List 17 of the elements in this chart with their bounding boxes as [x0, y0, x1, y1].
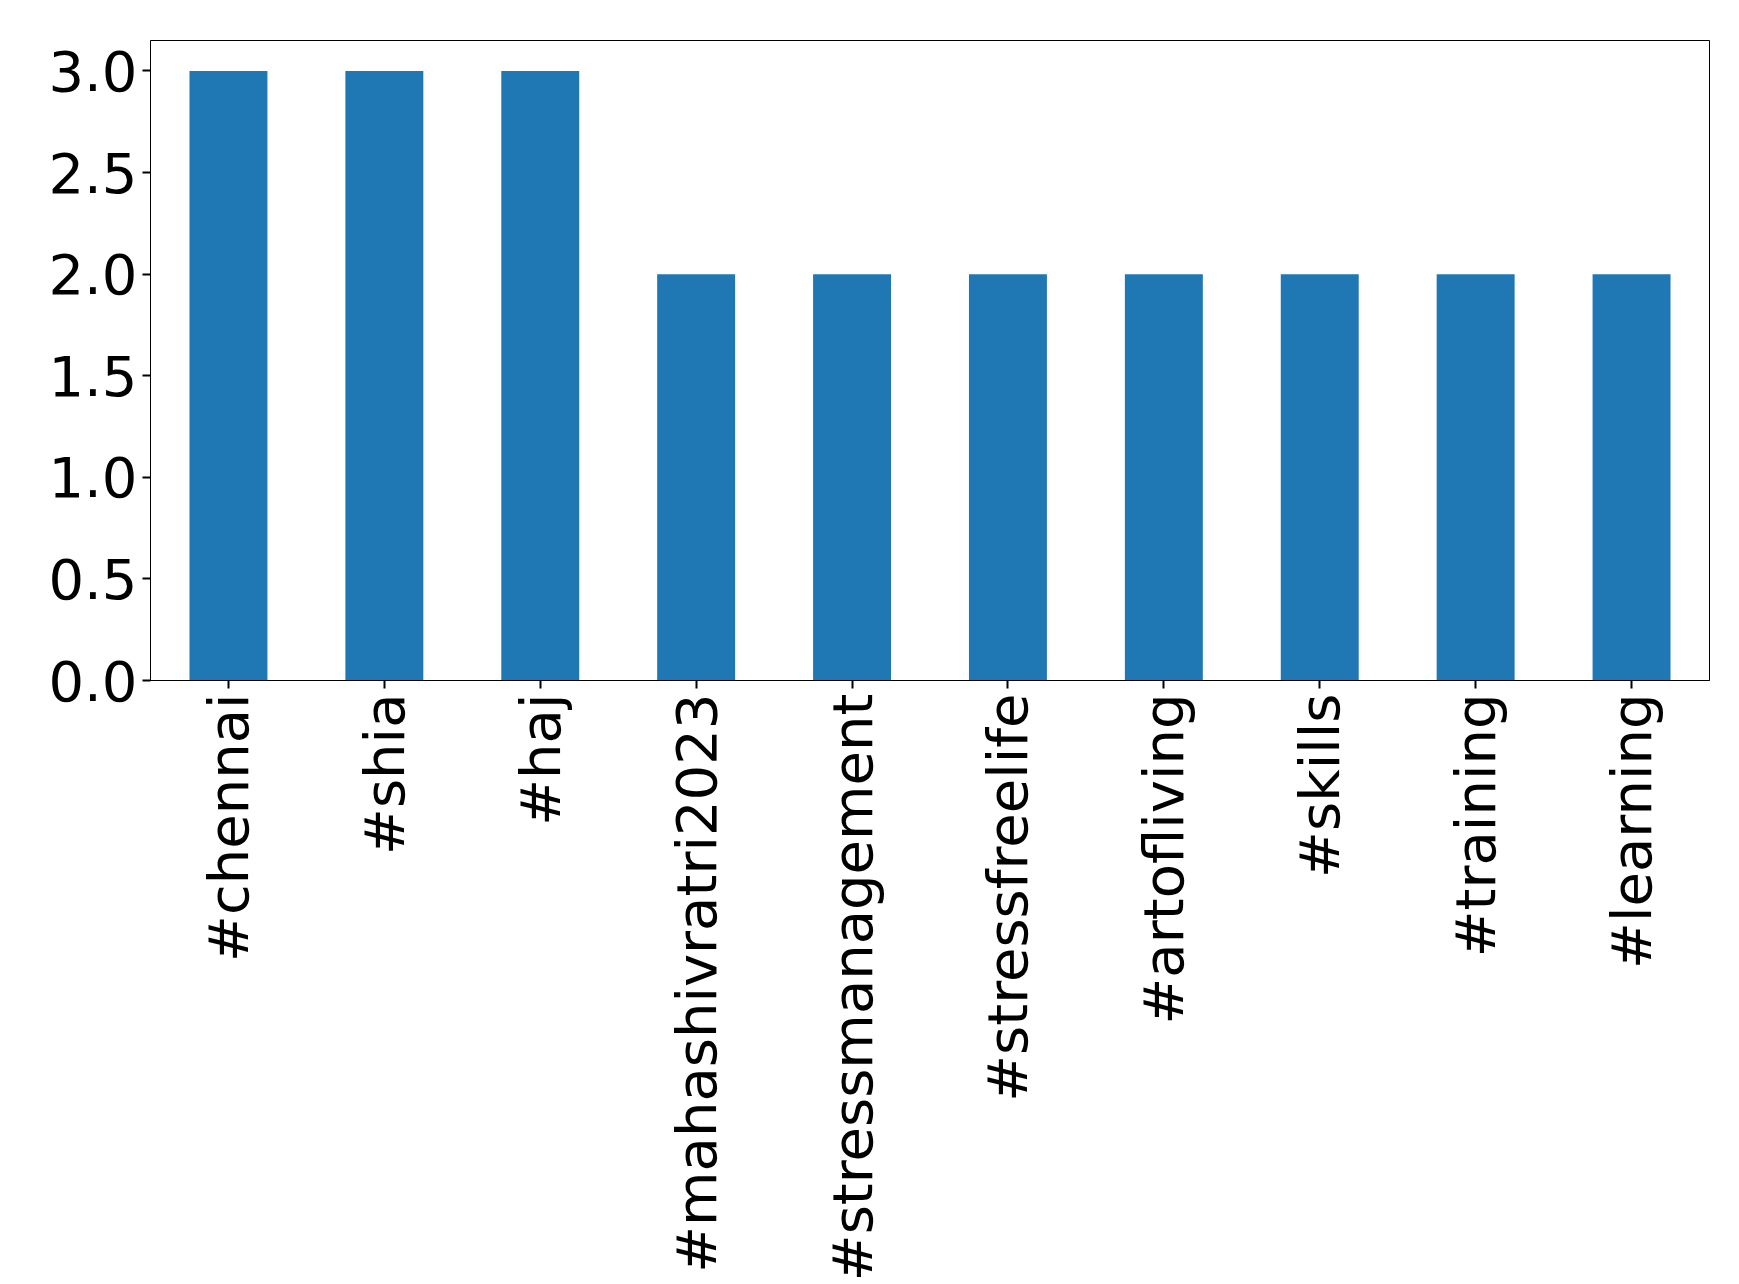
x-tick-label: #stressfreelife: [975, 693, 1041, 1102]
x-tick-label: #artofliving: [1131, 693, 1197, 1025]
y-tick-label: 2.0: [48, 242, 138, 308]
x-tick-label: #skills: [1287, 693, 1353, 878]
x-tick-label: #training: [1443, 693, 1509, 958]
x-tick-label: #chennai: [195, 693, 261, 963]
y-tick-label: 3.0: [48, 38, 138, 104]
x-tick-label: #stressmanagement: [819, 693, 885, 1282]
y-tick-label: 0.5: [48, 546, 138, 612]
x-tick-label: #haj: [507, 693, 573, 826]
x-tick-label: #shia: [351, 693, 417, 855]
y-tick-label: 1.5: [48, 343, 138, 409]
y-tick-label: 0.0: [48, 648, 138, 714]
y-tick-label: 2.5: [48, 140, 138, 206]
x-tick-label: #learning: [1599, 693, 1665, 969]
x-tick-label: #mahashivratri2023: [663, 693, 729, 1273]
y-tick-label: 1.0: [48, 445, 138, 511]
